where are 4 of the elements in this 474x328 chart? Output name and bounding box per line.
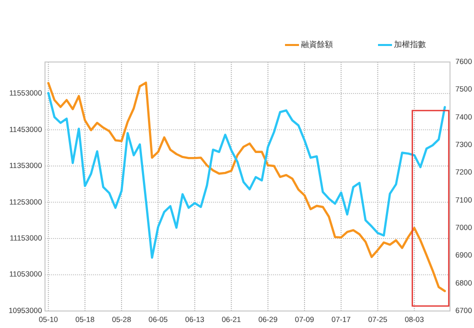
legend-label: 加權指數	[394, 40, 426, 50]
line-series	[47, 92, 446, 259]
line-series	[47, 82, 446, 292]
legend-label: 融資餘額	[301, 40, 333, 50]
